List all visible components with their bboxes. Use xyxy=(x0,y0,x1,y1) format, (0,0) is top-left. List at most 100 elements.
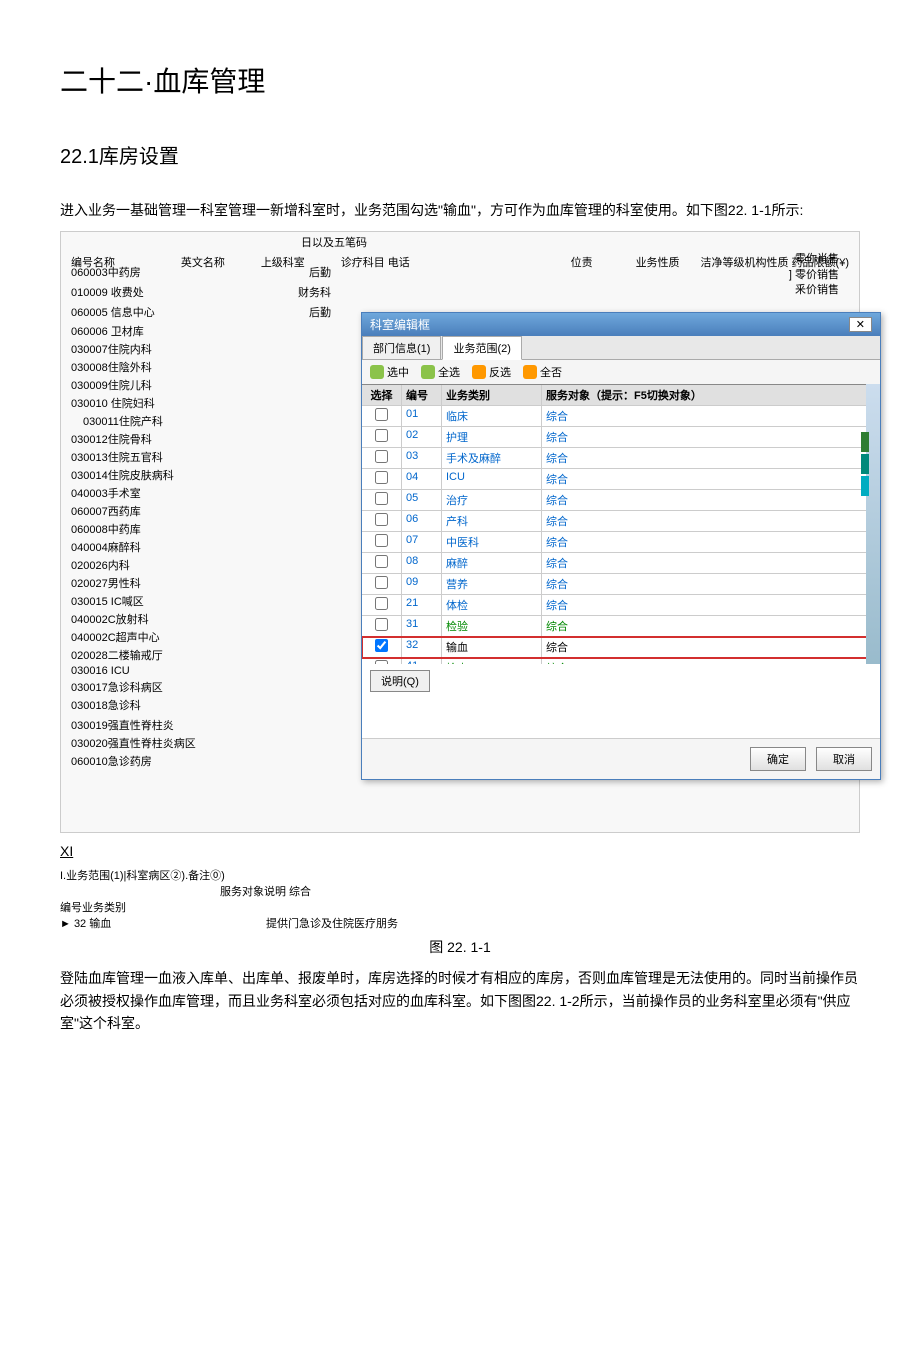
dept-list-item[interactable]: 030016 ICU xyxy=(71,664,331,678)
dept-list-item[interactable]: 060003中药房后勤 xyxy=(71,262,331,282)
table-row[interactable]: 41检查综合 xyxy=(362,658,880,664)
dept-list-item[interactable]: 030013住院五官科 xyxy=(71,448,331,466)
row-object: 综合 xyxy=(542,553,880,573)
dept-list-item[interactable]: 030007住院内科 xyxy=(71,340,331,358)
row-object: 综合 xyxy=(542,616,880,636)
row-checkbox-cell[interactable] xyxy=(362,553,402,573)
row-object: 综合 xyxy=(542,595,880,615)
right-label-1: 零你肖售 xyxy=(789,252,839,267)
table-row[interactable]: 01临床综合 xyxy=(362,406,880,427)
dept-list-item[interactable]: 040002C超声中心 xyxy=(71,628,331,646)
bottom-row-desc: 提供门急诊及住院医疗朋务 xyxy=(266,915,398,931)
table-row[interactable]: 02护理综合 xyxy=(362,427,880,448)
row-checkbox[interactable] xyxy=(375,576,388,589)
table-row[interactable]: 04ICU综合 xyxy=(362,469,880,490)
invert-button[interactable]: 反选 xyxy=(472,364,511,380)
dept-list-item[interactable]: 060006 卫材库 xyxy=(71,322,331,340)
biz-grid[interactable]: 选择 编号 业务类别 服务对象（提示：F5切换对象） 01临床综合02护理综合0… xyxy=(362,384,880,664)
dept-list-item[interactable]: 030009住院儿科 xyxy=(71,376,331,394)
row-checkbox[interactable] xyxy=(375,555,388,568)
tab-dept-info[interactable]: 部门信息(1) xyxy=(362,336,441,359)
row-object: 综合 xyxy=(542,427,880,447)
row-number: 21 xyxy=(402,595,442,615)
bottom-links[interactable]: I.业务范围(1)|科室病区②).备注⓪) xyxy=(60,867,860,883)
dept-list-item[interactable]: 030019强直性脊柱炎 xyxy=(71,716,331,734)
dialog-footer: 确定 取消 xyxy=(362,738,880,779)
description-button[interactable]: 说明(Q) xyxy=(370,670,430,692)
row-checkbox-cell[interactable] xyxy=(362,637,402,657)
row-checkbox[interactable] xyxy=(375,534,388,547)
dept-list-item[interactable]: 030011住院产科 xyxy=(71,412,331,430)
row-checkbox[interactable] xyxy=(375,639,388,652)
row-checkbox[interactable] xyxy=(375,408,388,421)
table-row[interactable]: 03手术及麻醉综合 xyxy=(362,448,880,469)
select-none-icon xyxy=(523,365,537,379)
dept-list-item[interactable]: 030014住院皮肤病科 xyxy=(71,466,331,484)
row-checkbox[interactable] xyxy=(375,513,388,526)
table-row[interactable]: 06产科综合 xyxy=(362,511,880,532)
row-category: 检查 xyxy=(442,658,542,664)
select-none-button[interactable]: 全否 xyxy=(523,364,562,380)
col-number: 编号 xyxy=(402,385,442,405)
dept-list-item[interactable]: 040002C放射科 xyxy=(71,610,331,628)
dept-list-item[interactable]: 040004麻醉科 xyxy=(71,538,331,556)
row-checkbox[interactable] xyxy=(375,618,388,631)
dept-list-item[interactable]: 060008中药库 xyxy=(71,520,331,538)
row-checkbox-cell[interactable] xyxy=(362,658,402,664)
dept-list-item[interactable]: 020028二楼输戒厅 xyxy=(71,646,331,664)
row-checkbox-cell[interactable] xyxy=(362,427,402,447)
close-icon[interactable]: ✕ xyxy=(849,317,872,332)
row-checkbox[interactable] xyxy=(375,429,388,442)
dept-list-item[interactable]: 040003手术室 xyxy=(71,484,331,502)
strip-2 xyxy=(861,454,869,474)
table-row[interactable]: 07中医科综合 xyxy=(362,532,880,553)
row-checkbox-cell[interactable] xyxy=(362,532,402,552)
dept-list-item[interactable]: 030018急诊科 xyxy=(71,696,331,714)
row-checkbox-cell[interactable] xyxy=(362,469,402,489)
dept-list-item[interactable]: 060005 信息中心后勤 xyxy=(71,302,331,322)
row-category: 临床 xyxy=(442,406,542,426)
table-row[interactable]: 09营养综合 xyxy=(362,574,880,595)
row-checkbox[interactable] xyxy=(375,597,388,610)
row-number: 04 xyxy=(402,469,442,489)
row-checkbox[interactable] xyxy=(375,492,388,505)
dept-list-item[interactable]: 030020强直性脊柱炎病区 xyxy=(71,734,331,752)
grid-header: 选择 编号 业务类别 服务对象（提示：F5切换对象） xyxy=(362,385,880,406)
select-button[interactable]: 选中 xyxy=(370,364,409,380)
strip-1 xyxy=(861,432,869,452)
dept-list-item[interactable]: 010009 收费处财务科 xyxy=(71,282,331,302)
tab-biz-scope[interactable]: 业务范围(2) xyxy=(442,336,521,360)
row-checkbox-cell[interactable] xyxy=(362,574,402,594)
row-category: 护理 xyxy=(442,427,542,447)
row-checkbox-cell[interactable] xyxy=(362,448,402,468)
table-row[interactable]: 08麻醉综合 xyxy=(362,553,880,574)
table-row[interactable]: 21体检综合 xyxy=(362,595,880,616)
dept-list[interactable]: 060003中药房后勤010009 收费处财务科060005 信息中心后勤060… xyxy=(71,262,331,770)
row-checkbox[interactable] xyxy=(375,660,388,664)
ok-button[interactable]: 确定 xyxy=(750,747,806,771)
row-checkbox-cell[interactable] xyxy=(362,406,402,426)
cancel-button[interactable]: 取消 xyxy=(816,747,872,771)
table-row[interactable]: 32输血综合 xyxy=(362,637,880,658)
section-title: 22.1库房设置 xyxy=(60,140,860,169)
row-checkbox-cell[interactable] xyxy=(362,616,402,636)
select-all-button[interactable]: 全选 xyxy=(421,364,460,380)
row-checkbox[interactable] xyxy=(375,471,388,484)
dept-list-item[interactable]: 060007西药库 xyxy=(71,502,331,520)
dept-list-item[interactable]: 030012住院骨科 xyxy=(71,430,331,448)
row-checkbox-cell[interactable] xyxy=(362,490,402,510)
scrollbar[interactable] xyxy=(866,384,880,664)
row-checkbox-cell[interactable] xyxy=(362,595,402,615)
dept-list-item[interactable]: 030010 住院妇科 xyxy=(71,394,331,412)
dept-list-item[interactable]: 030015 IC喊区 xyxy=(71,592,331,610)
dept-list-item[interactable]: 060010急诊药房 xyxy=(71,752,331,770)
table-row[interactable]: 31检验综合 xyxy=(362,616,880,637)
dept-list-item[interactable]: 020026内科 xyxy=(71,556,331,574)
dept-list-item[interactable]: 030017急诊科病区 xyxy=(71,678,331,696)
table-row[interactable]: 05治疗综合 xyxy=(362,490,880,511)
row-checkbox[interactable] xyxy=(375,450,388,463)
row-checkbox-cell[interactable] xyxy=(362,511,402,531)
dept-list-item[interactable]: 030008住陰外科 xyxy=(71,358,331,376)
row-number: 01 xyxy=(402,406,442,426)
dept-list-item[interactable]: 020027男性科 xyxy=(71,574,331,592)
